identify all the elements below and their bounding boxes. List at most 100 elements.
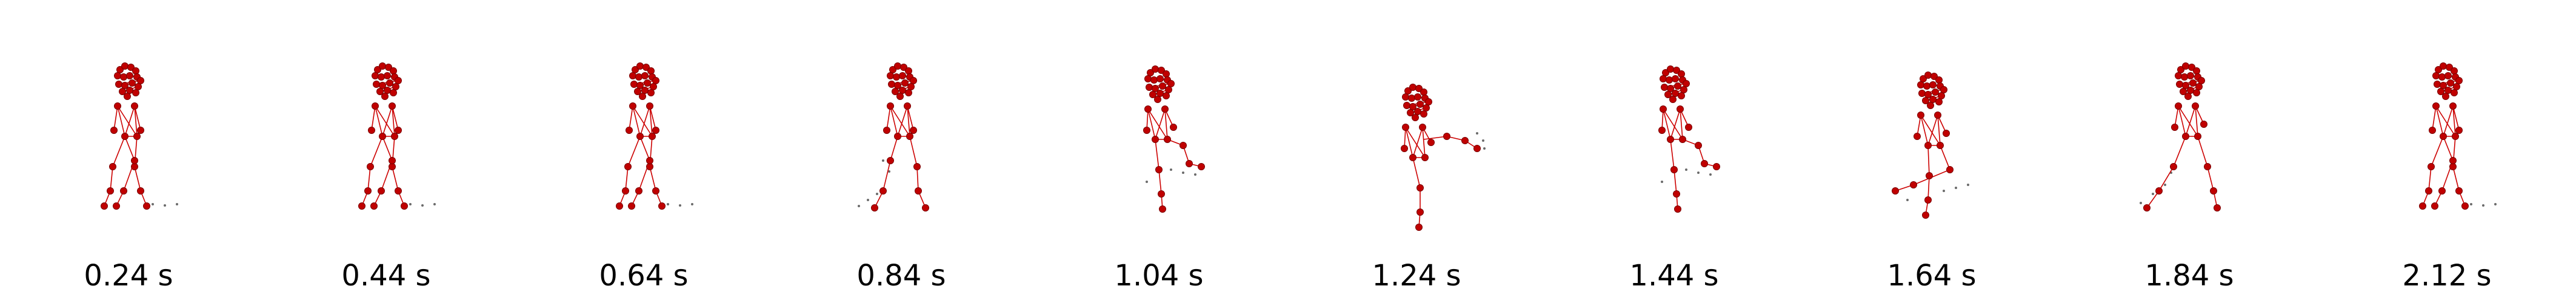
joint [379,82,386,89]
skeleton-group [616,62,693,210]
joint [364,187,372,195]
joint [2187,72,2194,79]
joint [1414,108,1421,115]
limb [2197,136,2218,208]
limb [104,136,125,207]
skeleton-group [2140,62,2221,211]
joint [632,66,639,73]
joint [906,133,913,140]
limb [619,136,641,207]
joint [2155,187,2163,195]
joint [1924,72,1932,79]
joint [1416,101,1424,108]
bone [117,105,125,137]
joint [1423,104,1430,112]
joint [629,102,636,110]
skeleton-plot [2419,62,2497,210]
joint [1408,95,1415,102]
bone [134,105,138,137]
joint [1922,211,1929,219]
trail-point [1906,199,1909,201]
joint [899,87,906,94]
joint [1473,145,1481,152]
joint [1409,103,1416,110]
trail-point [1661,181,1663,183]
joint [1670,166,1678,173]
joint [384,87,391,94]
joint [2175,102,2182,110]
joint [1932,88,1939,96]
joint [2451,67,2458,75]
trail-point [1482,139,1484,142]
joint [367,163,374,170]
joint [2442,93,2449,100]
trail-point [2164,184,2166,186]
joint [1946,166,1954,173]
joint [899,72,906,79]
joint [135,83,142,90]
joint [1666,76,1673,84]
joint [2438,73,2446,81]
skeleton-plot [1892,72,1969,219]
trail-point [164,204,166,207]
bone [2195,105,2198,137]
joint [370,202,378,210]
joint [1402,124,1409,131]
joint [1667,85,1674,92]
time-label: 1.24 s [1372,259,1461,293]
joint [1914,133,1921,140]
joint [2182,82,2189,89]
joint [2198,77,2205,84]
arm [113,105,118,131]
joint [132,89,139,96]
joint [2431,202,2438,210]
joint [101,202,108,210]
limb [1670,139,1678,210]
time-label: 1.64 s [1887,259,1977,293]
joint [1443,133,1450,140]
trail-point [1697,171,1700,174]
motion-trail [667,203,693,207]
bone [392,105,395,137]
joint [2437,88,2444,95]
joint [119,88,126,95]
joint [647,67,655,75]
joint [1165,86,1172,93]
limb [1895,145,1951,191]
joint [1917,81,1924,88]
trail-point [1685,168,1687,171]
joint [646,163,653,170]
limb [373,136,393,207]
joint [2184,93,2192,100]
limb [1412,157,1421,228]
joint [652,127,659,134]
skeleton-plot [1401,84,1486,231]
joint [1934,112,1941,119]
joint [2432,72,2440,79]
joint [1149,91,1156,98]
joint [1892,187,1899,195]
limb [649,136,662,207]
joint [2195,83,2203,90]
joint [109,163,116,170]
bone [632,105,641,137]
joints [1143,65,1205,213]
joint [107,187,114,195]
bone [2435,105,2456,137]
bone [2443,105,2454,137]
joint [652,77,659,84]
joint [143,202,150,210]
pose-frame: 1.64 s [1803,0,2060,303]
motion-trail [1146,168,1196,183]
joint [128,79,136,87]
joint [624,163,632,170]
pose-frame: 0.44 s [258,0,515,303]
limb [392,136,405,207]
joint [2438,187,2446,195]
bone [1663,108,1683,140]
joint [887,72,894,79]
time-label: 1.84 s [2144,259,2234,293]
joint [1163,70,1170,78]
joint [386,79,393,87]
joint [1156,75,1164,82]
